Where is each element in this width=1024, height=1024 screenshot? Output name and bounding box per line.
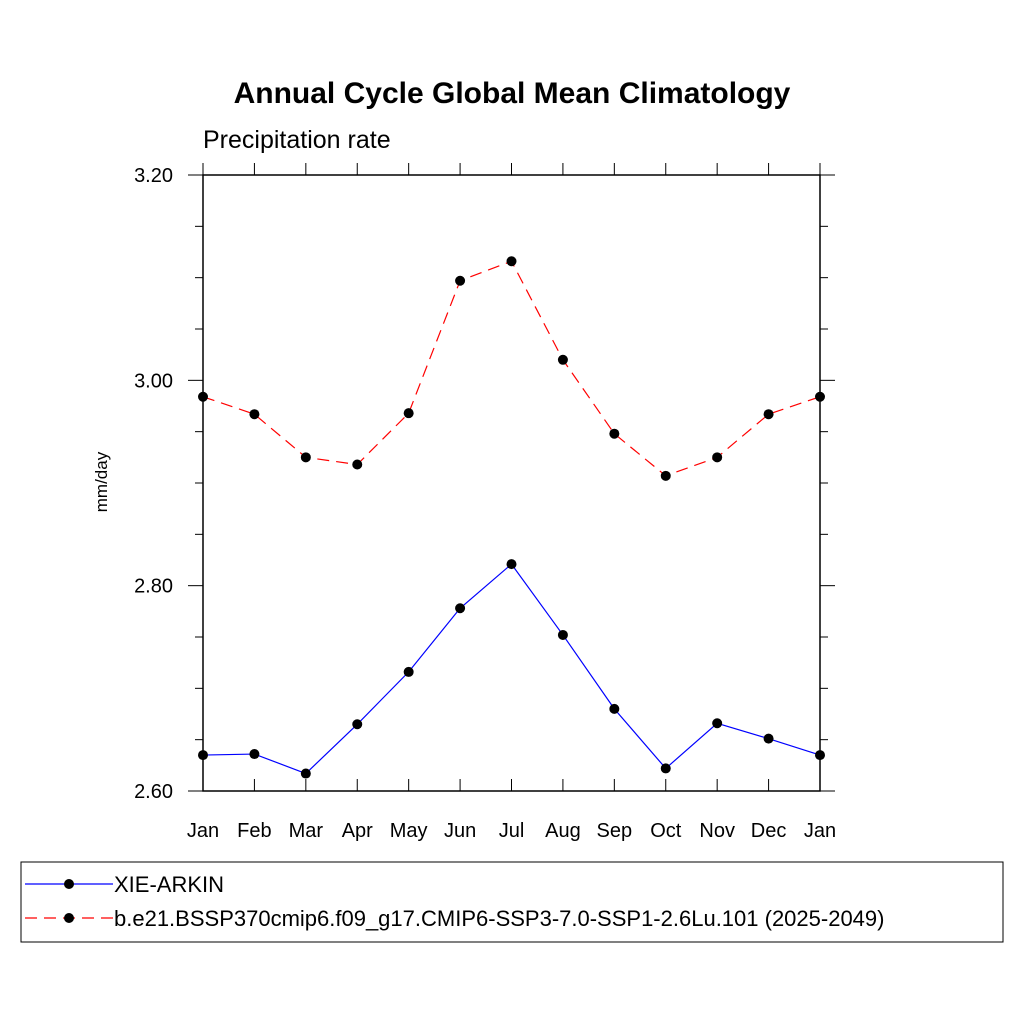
series-layer [198,256,825,779]
legend-box [20,861,1004,943]
data-point [763,409,774,420]
y-axis-tick-labels: 2.60 2.80 3.00 3.20 [134,165,173,803]
x-tick-label: Nov [699,820,735,842]
x-tick-label: Sep [597,820,633,842]
x-tick-label: Jul [499,820,525,842]
data-point [352,459,363,470]
legend-marker [64,913,74,923]
series-line [202,260,821,477]
series-1 [198,559,825,779]
legend-item: XIE-ARKIN [25,872,224,897]
data-point [198,391,208,402]
chart-subtitle: Precipitation rate [203,126,391,154]
series-2 [198,256,825,481]
x-tick-label: Jun [444,820,476,842]
x-tick-label: Aug [545,820,581,842]
data-point [660,763,671,774]
legend-items: XIE-ARKIN b.e21.BSSP370cmip6.f09_g17.CMIP… [25,872,884,931]
y-tick-label: 2.80 [134,576,173,598]
data-point [660,470,671,481]
data-point [455,275,466,286]
legend-item: b.e21.BSSP370cmip6.f09_g17.CMIP6-SSP3-7.… [25,906,884,931]
data-point [712,718,723,729]
legend-label: XIE-ARKIN [114,872,224,897]
y-tick-label: 3.00 [134,370,173,392]
data-point [249,749,260,760]
y-axis-label: mm/day [92,451,111,512]
plot-frame [202,174,821,792]
x-tick-label: Apr [342,820,373,842]
legend-marker [64,879,74,889]
x-tick-label: May [390,820,428,842]
data-point [557,629,568,640]
data-point [403,666,414,677]
data-point [712,452,723,463]
data-point [609,703,620,714]
data-point [763,733,774,744]
series-line [202,563,821,775]
data-point [300,452,311,463]
x-tick-label: Oct [650,820,682,842]
data-point [815,391,825,402]
y-tick-label: 2.60 [134,781,173,803]
chart-title: Annual Cycle Global Mean Climatology [234,77,791,110]
x-axis-tick-labels: Jan Feb Mar Apr May Jun Jul Aug Sep Oct Nov Dec Jan [187,820,836,842]
data-point [300,768,311,779]
x-tick-label: Mar [289,820,324,842]
data-point [403,408,414,419]
y-tick-label: 3.20 [134,165,173,187]
x-tick-label: Dec [751,820,787,842]
legend-label: b.e21.BSSP370cmip6.f09_g17.CMIP6-SSP3-7.… [114,906,884,931]
x-tick-label: Feb [237,820,271,842]
data-point [455,603,466,614]
x-tick-label: Jan [804,820,836,842]
data-point [352,719,363,730]
data-point [506,256,517,267]
data-point [198,750,208,761]
data-point [609,428,620,439]
data-point [506,559,517,570]
x-tick-label: Jan [187,820,219,842]
legend: XIE-ARKIN b.e21.BSSP370cmip6.f09_g17.CMIP… [20,861,1004,943]
data-point [249,409,260,420]
data-point [557,354,568,365]
data-point [815,750,825,761]
